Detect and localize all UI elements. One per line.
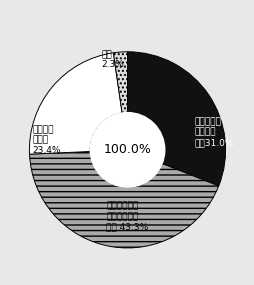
Wedge shape: [29, 53, 122, 154]
Wedge shape: [127, 52, 225, 186]
Text: 不明
2.3%: 不明 2.3%: [101, 50, 124, 70]
Text: 100.0%: 100.0%: [103, 143, 151, 156]
Circle shape: [90, 113, 164, 187]
Text: 障害に起因
する年金
受給31.0%: 障害に起因 する年金 受給31.0%: [194, 117, 233, 147]
Wedge shape: [29, 152, 218, 248]
Text: 障害以外の理
由による年金
受給 43.3%: 障害以外の理 由による年金 受給 43.3%: [106, 202, 148, 231]
Text: 受給して
いない
23.4%: 受給して いない 23.4%: [32, 125, 60, 155]
Wedge shape: [113, 52, 127, 113]
